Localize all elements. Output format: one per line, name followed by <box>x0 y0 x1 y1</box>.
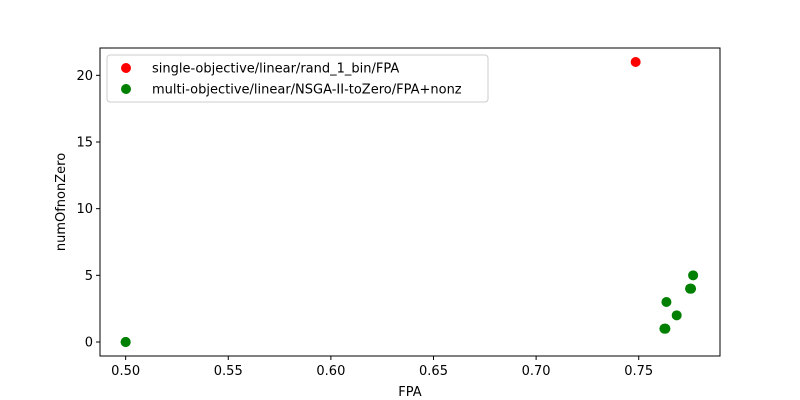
data-point <box>630 57 641 67</box>
y-axis-ticks: 0 5 10 15 20 <box>76 69 100 351</box>
legend-marker <box>121 84 131 94</box>
legend-entry-label: multi-objective/linear/NSGA-II-toZero/FP… <box>152 83 462 98</box>
x-tick-label: 0.50 <box>111 364 140 379</box>
axes-frame <box>99 47 721 357</box>
y-tick-label: 10 <box>76 202 93 217</box>
data-point <box>688 270 699 281</box>
x-axis-ticks: 0.50 0.55 0.60 0.65 0.70 0.75 <box>111 356 653 379</box>
x-axis-label: FPA <box>398 385 421 400</box>
y-tick-label: 15 <box>76 136 93 151</box>
data-points <box>120 57 699 347</box>
data-point <box>120 337 131 347</box>
data-point <box>686 283 697 294</box>
x-tick-label: 0.65 <box>419 364 448 379</box>
legend: single-objective/linear/rand_1_bin/FPAmu… <box>106 54 489 103</box>
legend-entry-label: single-objective/linear/rand_1_bin/FPA <box>152 62 399 77</box>
x-tick-label: 0.75 <box>624 364 653 379</box>
data-point <box>671 310 682 321</box>
x-tick-label: 0.60 <box>316 364 345 379</box>
x-tick-label: 0.55 <box>214 364 243 379</box>
legend-box <box>106 54 489 103</box>
x-tick-label: 0.70 <box>522 364 551 379</box>
data-point <box>660 323 671 334</box>
y-axis-label: numOfnonZero <box>54 153 69 251</box>
y-tick-label: 0 <box>85 336 93 351</box>
y-tick-label: 20 <box>76 69 93 84</box>
data-point <box>661 297 672 307</box>
y-tick-label: 5 <box>85 269 93 284</box>
legend-marker <box>121 63 131 73</box>
